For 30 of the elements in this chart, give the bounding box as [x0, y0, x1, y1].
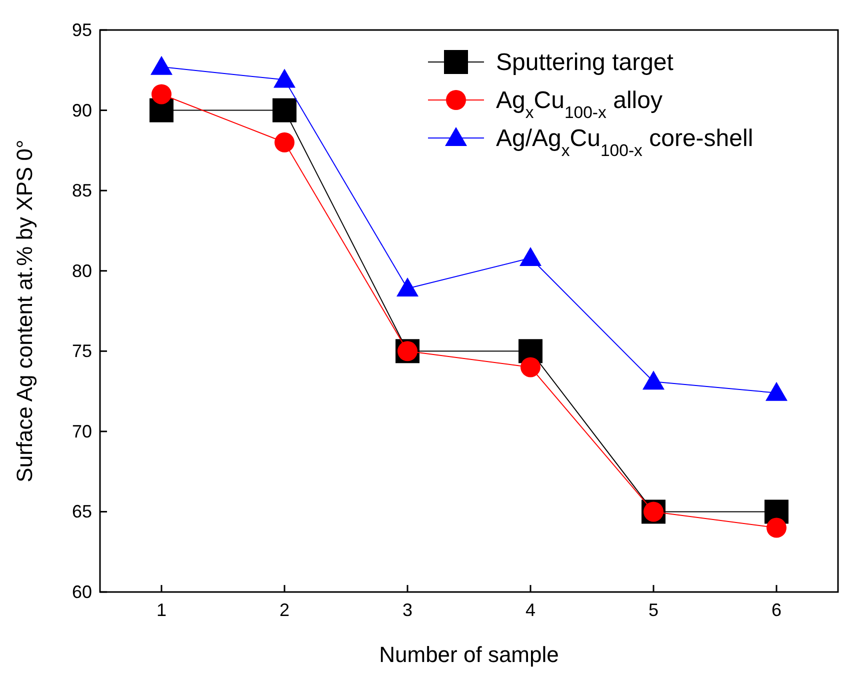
- legend-label: Ag/Ag$_{x}$Cu$_{100-x}$ core-shell: [496, 125, 754, 160]
- point: [150, 56, 172, 75]
- point: [766, 518, 786, 538]
- legend-label: Ag$_{x}$Cu$_{100-x}$ alloy: [496, 87, 662, 122]
- x-tick-label: 1: [156, 600, 167, 620]
- x-tick-label: 6: [771, 600, 782, 620]
- y-tick-label: 65: [72, 502, 92, 522]
- y-tick-label: 60: [72, 582, 92, 602]
- point: [766, 382, 788, 401]
- y-tick-label: 90: [72, 100, 92, 120]
- y-axis-title: Surface Ag content at.% by XPS 0°: [12, 140, 37, 482]
- point: [396, 278, 418, 297]
- x-tick-label: 5: [648, 600, 659, 620]
- point: [520, 357, 540, 378]
- legend-label: Sputtering target: [496, 49, 674, 76]
- y-tick-label: 80: [72, 260, 92, 281]
- point: [274, 68, 296, 88]
- y-tick-label: 95: [72, 20, 92, 40]
- y-tick-label: 85: [72, 180, 92, 201]
- x-tick-label: 2: [279, 600, 290, 620]
- x-tick-label: 3: [402, 600, 413, 620]
- point: [274, 132, 294, 152]
- y-tick-label: 70: [72, 421, 92, 442]
- x-tick-label: 4: [525, 600, 536, 620]
- x-axis-title: Number of sample: [379, 642, 559, 667]
- y-tick-label: 75: [72, 341, 92, 362]
- point: [272, 98, 296, 122]
- point: [152, 84, 172, 104]
- point: [520, 247, 542, 266]
- point: [642, 370, 664, 390]
